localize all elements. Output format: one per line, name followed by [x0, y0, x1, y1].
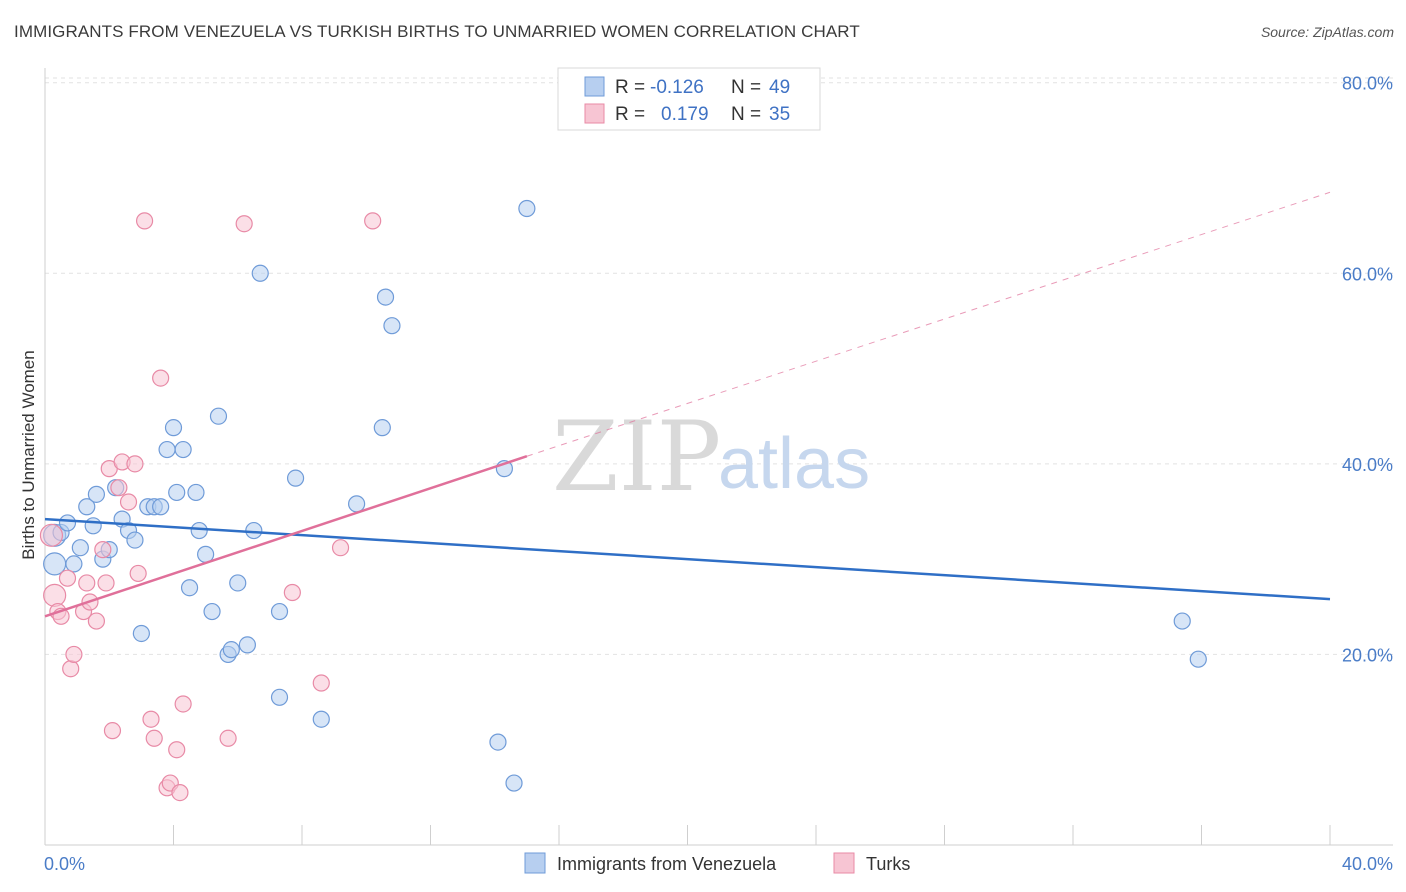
source-label: Source: ZipAtlas.com — [1260, 24, 1394, 40]
point-turks-19 — [129, 564, 147, 583]
legend-r-value-1: -0.126 — [650, 77, 704, 98]
point-venezuela-32 — [238, 636, 256, 654]
point-venezuela-20 — [164, 419, 183, 437]
point-turks-32 — [312, 674, 330, 692]
point-venezuela-27 — [203, 602, 221, 621]
grid-layer — [45, 77, 1393, 655]
point-venezuela-35 — [270, 688, 289, 706]
series-legend-label-turks: Turks — [866, 854, 910, 874]
point-venezuela-34 — [251, 264, 269, 282]
chart-title: IMMIGRANTS FROM VENEZUELA VS TURKISH BIR… — [14, 22, 860, 41]
series-legend-swatch-venezuela — [524, 852, 546, 874]
watermark: ZIP atlas — [552, 401, 870, 513]
point-turks-17 — [119, 493, 138, 511]
point-turks-30 — [235, 215, 253, 233]
point-venezuela-46 — [518, 199, 536, 218]
point-venezuela-48 — [1189, 650, 1207, 668]
point-turks-18 — [126, 455, 144, 473]
point-venezuela-5 — [71, 539, 89, 557]
point-turks-33 — [331, 539, 350, 557]
point-venezuela-42 — [383, 317, 401, 335]
point-turks-15 — [110, 479, 128, 497]
point-venezuela-8 — [87, 485, 106, 503]
point-venezuela-40 — [373, 419, 391, 437]
trend-layer — [44, 191, 1331, 618]
trendline-extension-turks — [526, 191, 1331, 457]
point-turks-28 — [174, 695, 192, 713]
point-venezuela-43 — [489, 733, 507, 751]
x-tick-label-start: 0.0% — [44, 854, 85, 874]
point-venezuela-41 — [376, 288, 395, 306]
point-turks-26 — [168, 741, 186, 759]
point-venezuela-37 — [286, 469, 305, 487]
point-venezuela-47 — [1173, 612, 1191, 630]
trendline-turks — [44, 455, 528, 618]
point-venezuela-15 — [132, 624, 150, 643]
point-venezuela-45 — [505, 774, 523, 792]
y-tick-label-40: 40.0% — [1342, 455, 1393, 475]
x-tick-label-end: 40.0% — [1342, 854, 1393, 874]
point-turks-20 — [135, 212, 154, 230]
point-venezuela-30 — [222, 641, 240, 659]
series-legend-label-venezuela: Immigrants from Venezuela — [557, 854, 777, 874]
point-turks-22 — [145, 729, 163, 747]
legend-n-label-1: N = — [731, 77, 761, 98]
point-turks-34 — [364, 212, 382, 230]
point-turks-4 — [58, 569, 77, 587]
point-turks-11 — [94, 541, 112, 559]
axis-layer — [44, 68, 1393, 846]
stats-legend: R = -0.126 N = 49 R = 0.179 N = 35 — [557, 67, 821, 131]
point-venezuela-18 — [152, 498, 170, 516]
watermark-zip: ZIP — [552, 401, 721, 513]
series-legend: Immigrants from Venezuela Turks — [524, 852, 910, 874]
y-tick-label-20: 20.0% — [1342, 645, 1393, 665]
trendline-venezuela — [44, 517, 1331, 601]
point-turks-29 — [219, 729, 237, 747]
legend-n-label-2: N = — [731, 104, 761, 125]
legend-r-label-1: R = — [615, 77, 645, 98]
point-turks-8 — [78, 574, 96, 592]
legend-r-value-2: 0.179 — [661, 104, 709, 125]
point-venezuela-6 — [78, 498, 96, 516]
point-venezuela-19 — [158, 440, 176, 459]
point-turks-31 — [283, 583, 301, 602]
y-axis-label: Births to Unmarried Women — [19, 350, 38, 559]
series-legend-swatch-turks — [833, 852, 855, 874]
y-tick-label-60: 60.0% — [1342, 264, 1393, 284]
legend-r-label-2: R = — [615, 104, 645, 125]
watermark-atlas: atlas — [718, 424, 870, 504]
point-venezuela-38 — [312, 710, 330, 728]
point-venezuela-4 — [65, 555, 83, 573]
point-venezuela-28 — [209, 407, 228, 425]
point-venezuela-36 — [270, 602, 289, 621]
point-turks-10 — [87, 612, 106, 630]
point-venezuela-25 — [190, 521, 208, 540]
point-venezuela-23 — [180, 579, 199, 597]
point-venezuela-3 — [58, 514, 77, 532]
point-turks-1 — [43, 583, 67, 607]
point-turks-6 — [65, 645, 83, 664]
point-turks-0 — [39, 523, 64, 547]
point-turks-5 — [62, 660, 80, 678]
point-turks-23 — [152, 369, 170, 387]
point-venezuela-7 — [84, 517, 102, 535]
point-venezuela-31 — [229, 574, 247, 592]
y-tick-label-80: 80.0% — [1342, 74, 1393, 94]
point-venezuela-14 — [126, 531, 144, 549]
point-turks-27 — [171, 783, 189, 802]
point-turks-21 — [142, 710, 160, 728]
point-turks-14 — [103, 722, 122, 740]
tick-layer: 20.0% 40.0% 60.0% 80.0% 0.0% 40.0% — [44, 74, 1393, 874]
legend-swatch-pink — [584, 103, 605, 124]
point-venezuela-21 — [168, 483, 186, 502]
point-venezuela-39 — [348, 495, 366, 513]
legend-swatch-blue — [584, 76, 605, 97]
legend-n-value-2: 35 — [769, 104, 790, 125]
legend-n-value-1: 49 — [769, 77, 790, 98]
point-venezuela-24 — [187, 483, 205, 502]
point-turks-12 — [97, 574, 115, 592]
point-venezuela-22 — [174, 440, 192, 459]
